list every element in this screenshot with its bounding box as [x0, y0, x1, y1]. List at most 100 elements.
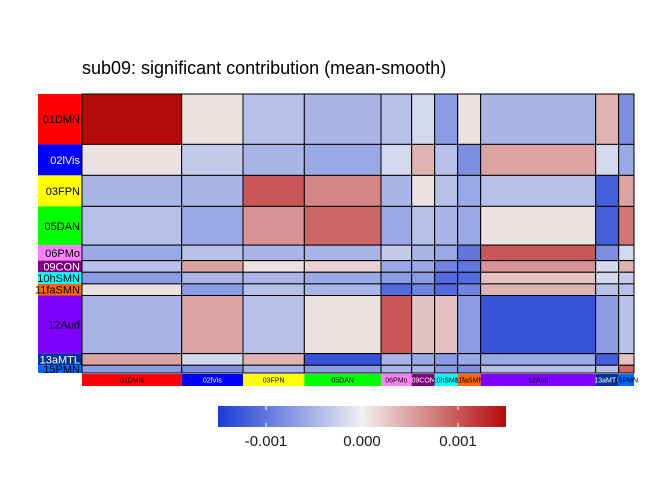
cell-10hsmn-02lvis: [181, 271, 244, 285]
cell-03fpn-09con: [411, 174, 436, 207]
row-label-swatch-13amtl: [38, 353, 82, 366]
cell-05dan-09con: [411, 205, 436, 246]
cell-02lvis-12aud: [480, 143, 597, 176]
cell-09con-09con: [411, 260, 436, 273]
cell-10hsmn-01dmn: [81, 271, 183, 285]
cell-15pmn-09con: [411, 364, 436, 374]
cell-02lvis-10hsmn: [434, 143, 459, 176]
cell-09con-12aud: [480, 260, 597, 273]
cell-15pmn-05dan: [303, 364, 382, 374]
cell-13amtl-01dmn: [81, 353, 183, 366]
cell-11fasmn-15pmn: [618, 283, 635, 296]
row-label-swatch-02lvis: [38, 144, 82, 176]
cell-01dmn-11fasmn: [457, 93, 482, 145]
col-label-11fasmn: 11faSMN: [455, 378, 484, 385]
cell-06pmo-01dmn: [81, 244, 183, 262]
cell-15pmn-03fpn: [242, 364, 305, 374]
cell-06pmo-02lvis: [181, 244, 244, 262]
cell-02lvis-15pmn: [618, 143, 635, 176]
cell-09con-10hsmn: [434, 260, 459, 273]
row-label-03fpn: 03FPN: [46, 186, 80, 198]
cell-01dmn-09con: [411, 93, 436, 145]
col-label-swatch-03fpn: [243, 374, 305, 386]
cell-12aud-13amtl: [595, 295, 620, 355]
cell-06pmo-11fasmn: [457, 244, 482, 262]
cell-01dmn-06pmo: [380, 93, 413, 145]
col-label-swatch-05dan: [304, 374, 381, 386]
row-label-swatch-15pmn: [38, 365, 82, 373]
cell-01dmn-01dmn: [81, 93, 183, 145]
cell-11fasmn-02lvis: [181, 283, 244, 296]
cell-12aud-15pmn: [618, 295, 635, 355]
row-label-05dan: 05DAN: [45, 221, 81, 233]
cell-03fpn-02lvis: [181, 174, 244, 207]
cell-05dan-15pmn: [618, 205, 635, 246]
cell-06pmo-12aud: [480, 244, 597, 262]
cell-09con-02lvis: [181, 260, 244, 273]
cell-01dmn-03fpn: [242, 93, 305, 145]
cell-05dan-01dmn: [81, 205, 183, 246]
cell-02lvis-13amtl: [595, 143, 620, 176]
cell-03fpn-10hsmn: [434, 174, 459, 207]
cell-03fpn-11fasmn: [457, 174, 482, 207]
cell-12aud-06pmo: [380, 295, 413, 355]
cell-10hsmn-06pmo: [380, 271, 413, 285]
cell-03fpn-05dan: [303, 174, 382, 207]
cell-01dmn-15pmn: [618, 93, 635, 145]
colorbar: -0.001 0.000 0.001: [218, 406, 506, 450]
cell-05dan-13amtl: [595, 205, 620, 246]
col-label-swatch-01dmn: [82, 374, 182, 386]
cell-13amtl-11fasmn: [457, 353, 482, 366]
row-label-06pmo: 06PMo: [45, 248, 80, 260]
cell-10hsmn-15pmn: [618, 271, 635, 285]
heatmap-cells: [81, 93, 635, 374]
col-label-12aud: 12Aud: [528, 378, 548, 385]
cell-05dan-05dan: [303, 205, 382, 246]
cell-09con-01dmn: [81, 260, 183, 273]
cell-13amtl-03fpn: [242, 353, 305, 366]
cell-12aud-10hsmn: [434, 295, 459, 355]
col-label-swatch-09con: [411, 374, 435, 386]
cell-11fasmn-05dan: [303, 283, 382, 296]
cell-10hsmn-03fpn: [242, 271, 305, 285]
cell-02lvis-01dmn: [81, 143, 183, 176]
cell-05dan-11fasmn: [457, 205, 482, 246]
cell-05dan-12aud: [480, 205, 597, 246]
row-label-15pmn: 15PMN: [43, 364, 80, 376]
cell-12aud-11fasmn: [457, 295, 482, 355]
cell-02lvis-06pmo: [380, 143, 413, 176]
col-label-swatch-02lvis: [181, 374, 243, 386]
cell-01dmn-12aud: [480, 93, 597, 145]
cell-10hsmn-11fasmn: [457, 271, 482, 285]
cell-13amtl-12aud: [480, 353, 597, 366]
cell-11fasmn-12aud: [480, 283, 597, 296]
row-label-02lvis: 02lVis: [50, 155, 80, 167]
cell-06pmo-05dan: [303, 244, 382, 262]
col-label-05dan: 05DAN: [331, 378, 354, 385]
cell-12aud-05dan: [303, 295, 382, 355]
row-label-swatch-06pmo: [38, 245, 82, 261]
cell-09con-15pmn: [618, 260, 635, 273]
cell-11fasmn-01dmn: [81, 283, 183, 296]
cell-15pmn-01dmn: [81, 364, 183, 374]
cell-11fasmn-06pmo: [380, 283, 413, 296]
cell-12aud-03fpn: [242, 295, 305, 355]
col-label-06pmo: 06PMo: [385, 378, 407, 385]
cell-11fasmn-09con: [411, 283, 436, 296]
row-label-01dmn: 01DMN: [43, 114, 80, 126]
cell-13amtl-06pmo: [380, 353, 413, 366]
cell-15pmn-10hsmn: [434, 364, 459, 374]
cell-13amtl-05dan: [303, 353, 382, 366]
cell-15pmn-15pmn: [618, 364, 635, 374]
cell-13amtl-10hsmn: [434, 353, 459, 366]
cell-11fasmn-03fpn: [242, 283, 305, 296]
column-labels: 01DMN 02lVis 03FPN 05DAN 06PMo 09CON10hSMN11f…: [82, 374, 638, 386]
cell-13amtl-15pmn: [618, 353, 635, 366]
cell-12aud-02lvis: [181, 295, 244, 355]
cell-11fasmn-11fasmn: [457, 283, 482, 296]
col-label-swatch-06pmo: [381, 374, 412, 386]
row-label-13amtl: 13aMTL: [40, 354, 80, 366]
cell-15pmn-11fasmn: [457, 364, 482, 374]
cell-15pmn-06pmo: [380, 364, 413, 374]
